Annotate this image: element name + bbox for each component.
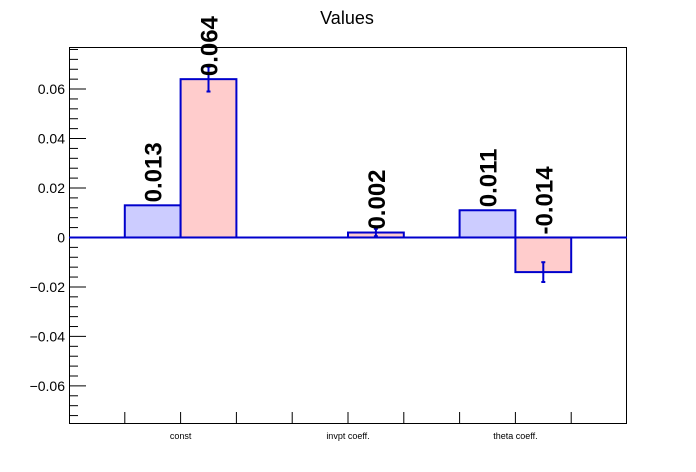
y-axis-tick-labels: −0.06 −0.04 −0.02 0 0.02 0.04 0.06 bbox=[30, 81, 66, 394]
bar-value-label: 0.002 bbox=[364, 169, 391, 229]
error-bars bbox=[206, 65, 546, 283]
bar-value-label: 0.011 bbox=[476, 149, 503, 208]
bar-value-label: 0.013 bbox=[141, 142, 168, 202]
y-tick-label: −0.04 bbox=[30, 328, 66, 344]
plot-frame bbox=[69, 47, 627, 424]
y-tick-label: −0.02 bbox=[30, 279, 66, 295]
y-tick-label: 0.06 bbox=[38, 81, 65, 97]
y-tick-label: 0.02 bbox=[38, 180, 65, 196]
x-category-label: theta coeff. bbox=[493, 431, 537, 441]
bars bbox=[123, 78, 573, 274]
x-axis-category-labels: const invpt coeff. theta coeff. bbox=[170, 431, 538, 441]
bar bbox=[179, 78, 238, 239]
bar bbox=[458, 209, 517, 239]
bar-value-label: 0.064 bbox=[197, 15, 224, 76]
bar bbox=[123, 204, 182, 239]
x-category-label: invpt coeff. bbox=[326, 431, 369, 441]
y-tick-label: −0.06 bbox=[30, 378, 66, 394]
y-tick-label: 0 bbox=[57, 229, 65, 245]
axis-ticks bbox=[69, 48, 572, 423]
bar-value-labels: 0.013 0.064 0.002 0.011 -0.014 bbox=[141, 15, 559, 234]
x-category-label: const bbox=[170, 431, 192, 441]
bar-value-label: -0.014 bbox=[531, 166, 558, 235]
y-tick-label: 0.04 bbox=[38, 131, 65, 147]
chart-title: Values bbox=[320, 8, 374, 28]
